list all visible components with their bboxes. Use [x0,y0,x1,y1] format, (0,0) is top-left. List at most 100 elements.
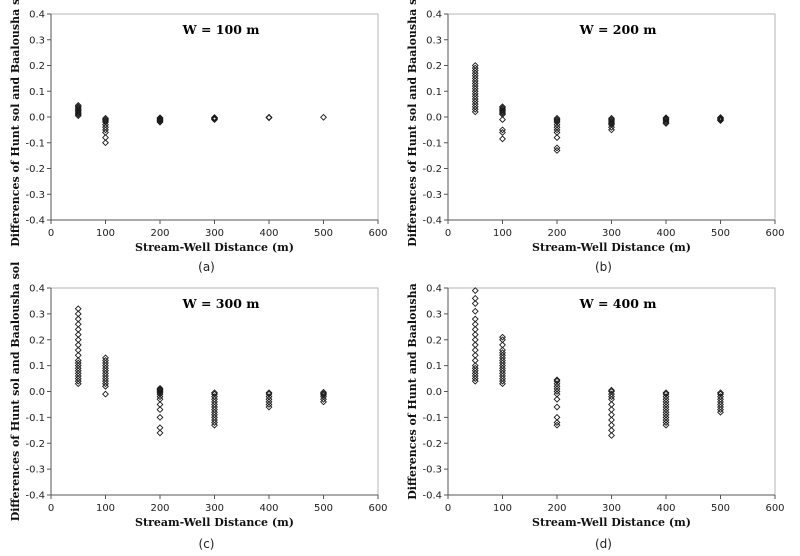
data-point-marker [553,403,561,411]
data-point-marker [211,389,218,397]
data-point-marker [320,388,327,396]
x-tick-label: 600 [368,503,387,514]
data-point-marker [553,395,561,403]
data-point-marker [553,144,561,152]
data-point-marker [320,395,327,403]
data-point-marker [471,300,479,307]
data-point-marker [156,393,164,401]
y-tick-label: -0.1 [25,413,45,424]
x-tick-label: 0 [48,228,54,239]
x-tick-label: 100 [493,228,512,239]
data-point-marker [471,105,479,113]
data-point-marker [662,118,670,126]
data-point-marker [211,419,218,426]
chart-panel-1: 0.4 0.3 0.2 0.1 0.0 -0.1 -0.2 -0.3 -0.40 100 200 30… [9,0,388,274]
x-tick-label: 500 [711,503,730,514]
x-tick-label: 0 [48,503,54,514]
data-point-marker [553,388,561,395]
y-tick-label: 0.2 [426,61,442,72]
data-point-marker [156,115,164,122]
data-point-marker [717,114,724,121]
data-point-marker [211,421,218,429]
x-axis-title: Stream-Well Distance (m) [135,241,294,254]
y-axis-title: Differences of Hunt sol and Baalousha so… [9,262,22,522]
data-point-marker [102,382,109,390]
data-point-marker [74,110,82,118]
y-tick-label: -0.1 [422,413,442,424]
x-tick-label: 500 [711,228,730,239]
data-point-marker [156,385,164,393]
x-tick-label: 500 [314,228,333,239]
y-tick-label: -0.2 [25,439,45,450]
x-tick-label: 300 [205,228,224,239]
data-point-marker [265,114,273,122]
data-point-marker [156,406,164,414]
y-tick-label: 0.4 [29,10,45,21]
data-point-marker [265,403,273,411]
x-tick-label: 200 [547,228,566,239]
data-point-marker [265,389,273,397]
data-point-marker [608,123,615,131]
x-tick-label: 600 [368,228,387,239]
data-point-marker [102,380,109,388]
data-point-marker [499,126,506,134]
y-tick-label: 0.4 [29,284,45,295]
y-tick-label: -0.3 [422,465,442,476]
data-point-marker [553,114,561,122]
data-point-marker [717,117,724,125]
data-point-marker [717,389,724,397]
y-tick-label: 0.3 [426,309,442,320]
x-tick-label: 0 [445,503,451,514]
data-point-marker [717,408,724,416]
data-point-marker [608,117,615,125]
panel-label: (c) [199,537,215,551]
data-point-marker [471,377,479,385]
data-point-marker [471,287,479,295]
panel-label: (a) [198,260,215,274]
data-point-marker [662,120,670,127]
data-point-marker [74,112,82,120]
data-point-marker [102,114,109,122]
y-tick-label: 0.0 [426,113,442,124]
data-point-marker [102,117,109,125]
y-axis-title: Differences of Hunt sol and Baalousha so… [406,0,419,247]
data-point-marker [608,386,615,394]
y-tick-label: -0.1 [25,138,45,149]
data-point-marker [74,109,82,117]
x-tick-label: 300 [602,503,621,514]
y-tick-label: 0.3 [29,35,45,46]
data-point-marker [499,333,506,341]
y-tick-label: 0.2 [426,335,442,346]
y-tick-label: 0.2 [29,61,45,72]
y-tick-label: -0.2 [422,439,442,450]
data-point-marker [553,421,561,429]
panel-label: (b) [595,260,612,274]
y-tick-label: 0.3 [426,35,442,46]
y-tick-label: 0.3 [29,309,45,320]
x-tick-label: 300 [205,503,224,514]
x-tick-label: 200 [547,503,566,514]
y-tick-label: -0.4 [422,491,442,502]
data-point-marker [102,126,109,134]
data-point-marker [102,139,109,147]
x-tick-label: 400 [656,228,675,239]
y-tick-label: -0.1 [422,138,442,149]
y-tick-label: 0.2 [29,335,45,346]
data-point-marker [499,377,506,385]
y-tick-label: 0.0 [426,387,442,398]
data-point-marker [717,406,724,414]
data-point-marker [662,117,670,125]
data-point-marker [156,429,164,437]
data-point-marker [156,116,164,124]
x-axis-title: Stream-Well Distance (m) [532,516,691,529]
data-point-marker [499,107,506,114]
x-tick-label: 0 [445,228,451,239]
x-tick-label: 100 [96,228,115,239]
y-tick-label: -0.4 [422,216,442,227]
data-point-marker [662,389,670,397]
x-tick-label: 500 [314,503,333,514]
panel-label: (d) [595,537,612,551]
y-tick-label: 0.1 [426,87,442,98]
x-tick-label: 400 [259,228,278,239]
